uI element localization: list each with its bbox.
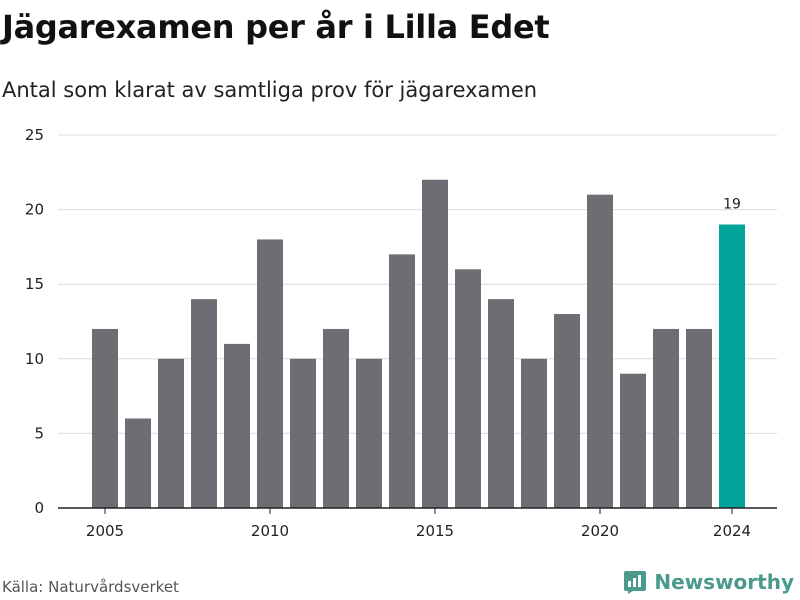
newsworthy-logo-icon: [624, 571, 647, 594]
y-tick-label: 5: [34, 424, 44, 442]
bar-2022: [653, 328, 679, 508]
chart-subtitle: Antal som klarat av samtliga prov för jä…: [2, 78, 538, 102]
y-tick-label: 15: [25, 275, 44, 293]
bar-2011: [290, 358, 316, 508]
bar-2014: [389, 254, 415, 508]
chart-title: Jägarexamen per år i Lilla Edet: [2, 8, 550, 46]
bar-2017: [488, 299, 514, 508]
bar-2006: [125, 418, 151, 508]
y-tick-label: 20: [25, 201, 44, 219]
bar-2007: [158, 358, 184, 508]
bar-2024: [719, 224, 745, 508]
bar-2013: [356, 358, 382, 508]
x-tick-label: 2015: [416, 522, 454, 540]
brand-logo: Newsworthy: [622, 569, 794, 595]
x-axis-ticks: 2005 2010 2015 2020 2024: [86, 508, 751, 540]
x-tick-label: 2010: [251, 522, 289, 540]
data-labels: 19: [723, 197, 741, 213]
bar-2009: [224, 343, 250, 508]
bar-2008: [191, 299, 217, 508]
bar-2019: [554, 314, 580, 508]
data-label: 19: [723, 197, 741, 213]
brand-name: Newsworthy: [654, 570, 794, 594]
bar-2015: [422, 179, 448, 508]
bars: [92, 179, 745, 508]
y-tick-label: 25: [25, 126, 44, 144]
bar-2010: [257, 239, 283, 508]
x-tick-label: 2020: [581, 522, 619, 540]
bar-2021: [620, 373, 646, 508]
y-axis-ticks: 0 5 10 15 20 25: [25, 126, 44, 517]
bar-2023: [686, 328, 712, 508]
y-tick-label: 10: [25, 350, 44, 368]
x-tick-label: 2005: [86, 522, 124, 540]
source-note: Källa: Naturvårdsverket: [2, 578, 179, 596]
bar-2016: [455, 269, 481, 508]
bar-2005: [92, 328, 118, 508]
bar-2020: [587, 194, 613, 508]
y-tick-label: 0: [34, 499, 44, 517]
bar-2012: [323, 328, 349, 508]
bar-2018: [521, 358, 547, 508]
x-tick-label: 2024: [713, 522, 751, 540]
